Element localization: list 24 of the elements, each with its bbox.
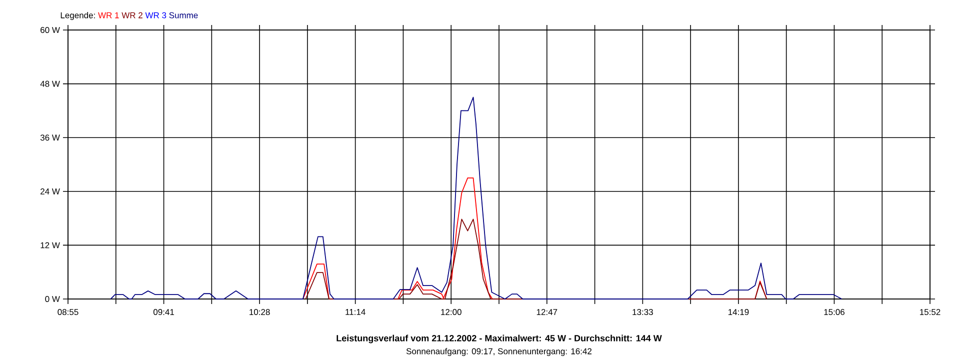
x-tick-label: 14:19: [728, 309, 749, 316]
text: Sonnenaufgang: 09:17, Sonnenuntergang: 16:42: [406, 348, 592, 356]
y-tick-label: 48 W: [40, 80, 60, 87]
x-tick-label: 08:55: [58, 309, 78, 316]
text: Summe: [169, 12, 198, 18]
text: WR 2: [122, 12, 142, 18]
line-series: [110, 96, 842, 300]
legend-title: Legende:: [60, 12, 95, 20]
y-tick-label: 36 W: [40, 134, 60, 141]
y-tick-label: 12 W: [40, 242, 60, 248]
text: Leistungsverlauf vom 21.12.2002 - Maximalwert: 45 W - Durchschnitt: 144 W: [336, 334, 662, 344]
y-tick-label: 0 W: [45, 296, 60, 302]
x-tick-label: 13:33: [632, 309, 653, 316]
legend-label: WR 3: [145, 12, 166, 18]
x-tick-label: 09:41: [153, 309, 174, 316]
text: WR 1: [98, 12, 119, 18]
y-tick-label: 24 W: [40, 188, 60, 194]
x-tick-label: 12:00: [441, 309, 462, 316]
x-tick-label: 10:28: [250, 309, 270, 316]
x-tick-label: 12:47: [536, 309, 558, 315]
x-tick-label: 11:14: [346, 309, 366, 315]
y-tick-label: 60 W: [40, 26, 60, 33]
x-tick-label: 15:06: [824, 309, 844, 316]
x-tick-label: 15:52: [920, 309, 940, 316]
